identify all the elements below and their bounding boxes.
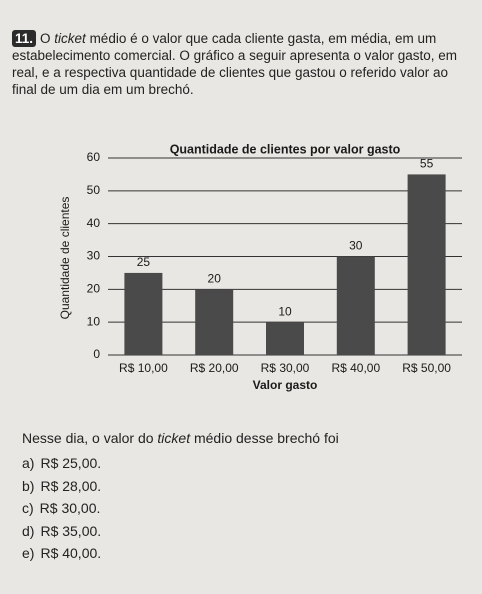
y-tick-label: 60 [87,150,101,164]
option: e) R$ 40,00. [22,542,101,565]
option-letter: a) [22,455,35,471]
option-text: R$ 25,00. [40,455,102,471]
value-label: 10 [278,304,292,318]
y-tick-label: 40 [87,216,101,230]
x-tick-label: R$ 20,00 [190,361,239,375]
option-letter: b) [22,477,35,494]
text: ticket [54,31,86,46]
text: Nesse dia, o valor do [22,430,158,446]
chart-title: Quantidade de clientes por valor gasto [170,142,401,156]
bar [266,322,304,355]
bar [195,289,234,355]
option-letter: d) [22,522,35,539]
prompt: Nesse dia, o valor do ticket médio desse… [22,430,339,446]
text: O [40,31,55,46]
options: a) R$ 25,00. b) R$ 28,00. c) R$ 30,00. d) R$ 35… [22,452,101,565]
x-tick-label: R$ 50,00 [402,361,451,375]
text: médio desse brechó foi [190,430,339,446]
value-label: 20 [208,272,222,286]
option-text: R$ 40,00. [40,545,102,561]
text: médio é o valor que cada cliente gasta, … [12,31,457,97]
x-tick-label: R$ 10,00 [119,361,168,375]
option: d) R$ 35,00. [22,520,101,543]
y-tick-label: 10 [87,314,101,328]
text: ticket [157,430,191,446]
value-label: 25 [137,255,151,269]
option-letter: c) [22,500,34,516]
option-text: R$ 30,00. [39,500,101,516]
option: c) R$ 30,00. [22,497,101,520]
x-tick-label: R$ 30,00 [261,361,310,375]
option-text: R$ 28,00. [40,477,102,494]
bar [124,272,163,355]
question-number: 11. [12,30,37,47]
option: a) R$ 25,00. [22,452,101,475]
option-text: R$ 35,00. [40,522,102,539]
option: b) R$ 28,00. [22,475,101,498]
value-label: 55 [420,157,434,171]
bar [336,256,375,355]
y-tick-label: 30 [87,249,101,263]
y-axis-label: Quantidade de clientes [58,197,72,320]
y-tick-label: 20 [87,282,101,296]
x-axis-label: Valor gasto [253,378,318,392]
y-tick-label: 50 [87,183,101,197]
chart: Quantidade de clientes por valor gasto V… [58,142,462,392]
x-tick-label: R$ 40,00 [331,361,380,375]
question-text: 11. O ticket médio é o valor que cada cli… [12,30,474,98]
bar [407,174,446,355]
option-letter: e) [22,545,35,561]
value-label: 30 [349,239,363,253]
y-tick-label: 0 [93,347,100,361]
